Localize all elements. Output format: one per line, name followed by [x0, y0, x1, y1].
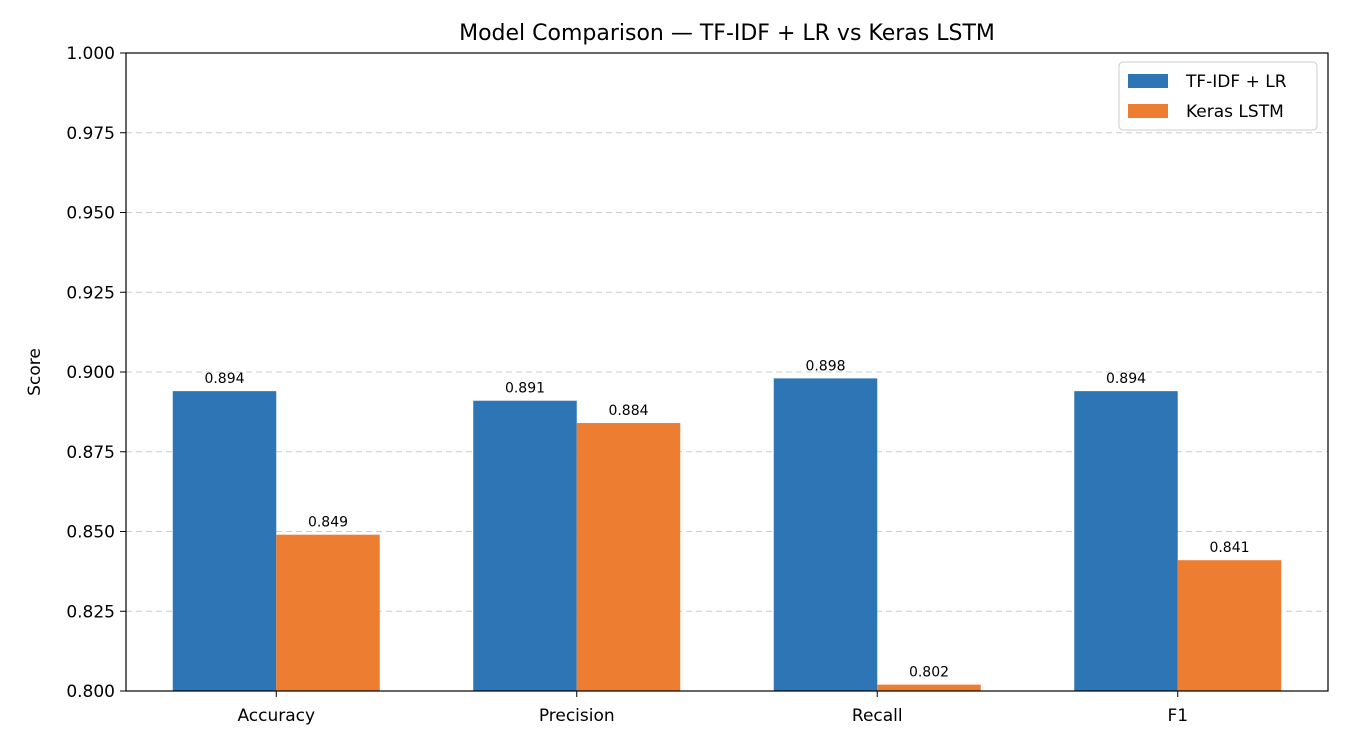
data-label: 0.849 [308, 515, 348, 531]
data-label: 0.841 [1209, 540, 1249, 556]
bar [1177, 560, 1282, 691]
x-tick-label: Accuracy [237, 706, 315, 726]
y-tick-label: 1.000 [66, 44, 115, 64]
legend-swatch [1128, 74, 1168, 88]
bar [576, 423, 681, 691]
legend-label: Keras LSTM [1186, 102, 1284, 122]
x-tick-label: Precision [539, 706, 615, 726]
y-tick-label: 0.850 [66, 523, 115, 543]
bar [877, 684, 981, 691]
legend-swatch [1128, 104, 1168, 118]
bar [172, 391, 277, 691]
y-tick-label: 0.800 [66, 682, 115, 702]
legend: TF-IDF + LR Keras LSTM [1118, 61, 1318, 131]
chart-title: Model Comparison — TF-IDF + LR vs Keras … [459, 21, 995, 46]
y-tick-label: 0.925 [66, 283, 115, 303]
data-label: 0.884 [608, 403, 648, 419]
legend-label: TF-IDF + LR [1185, 72, 1287, 92]
legend-frame [1118, 61, 1318, 131]
y-tick-label: 0.825 [66, 602, 115, 622]
grid-lines [126, 132, 1328, 612]
data-label: 0.898 [805, 358, 845, 374]
y-tick-label: 0.900 [66, 363, 115, 383]
y-axis-label: Score [25, 348, 45, 396]
y-tick-label: 0.975 [66, 124, 115, 144]
bar [773, 378, 878, 691]
data-label: 0.891 [505, 381, 545, 397]
x-tick-label: F1 [1167, 706, 1188, 726]
bar [276, 534, 380, 691]
bar [1074, 391, 1178, 691]
y-axis-ticks: 0.800 0.825 0.850 0.875 0.900 0.925 0.950 0.975… [66, 44, 126, 702]
x-axis-ticks: Accuracy Precision Recall F1 [237, 691, 1188, 726]
data-label: 0.802 [909, 665, 949, 681]
bar [473, 400, 577, 691]
y-tick-label: 0.950 [66, 204, 115, 224]
bars [172, 378, 1282, 691]
data-label: 0.894 [204, 371, 244, 387]
y-tick-label: 0.875 [66, 443, 115, 463]
data-label: 0.894 [1106, 371, 1146, 387]
data-labels: 0.894 0.849 0.891 0.884 0.898 0.802 0.894 0.841 [204, 358, 1249, 680]
x-tick-label: Recall [852, 706, 903, 726]
